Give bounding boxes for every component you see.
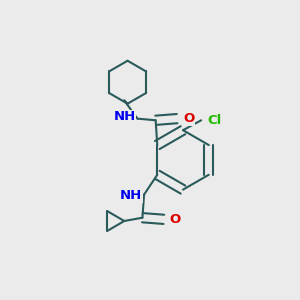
Text: O: O: [170, 213, 181, 226]
Text: O: O: [183, 112, 194, 125]
Text: NH: NH: [120, 189, 142, 202]
Text: NH: NH: [114, 110, 136, 124]
Text: Cl: Cl: [208, 114, 222, 127]
